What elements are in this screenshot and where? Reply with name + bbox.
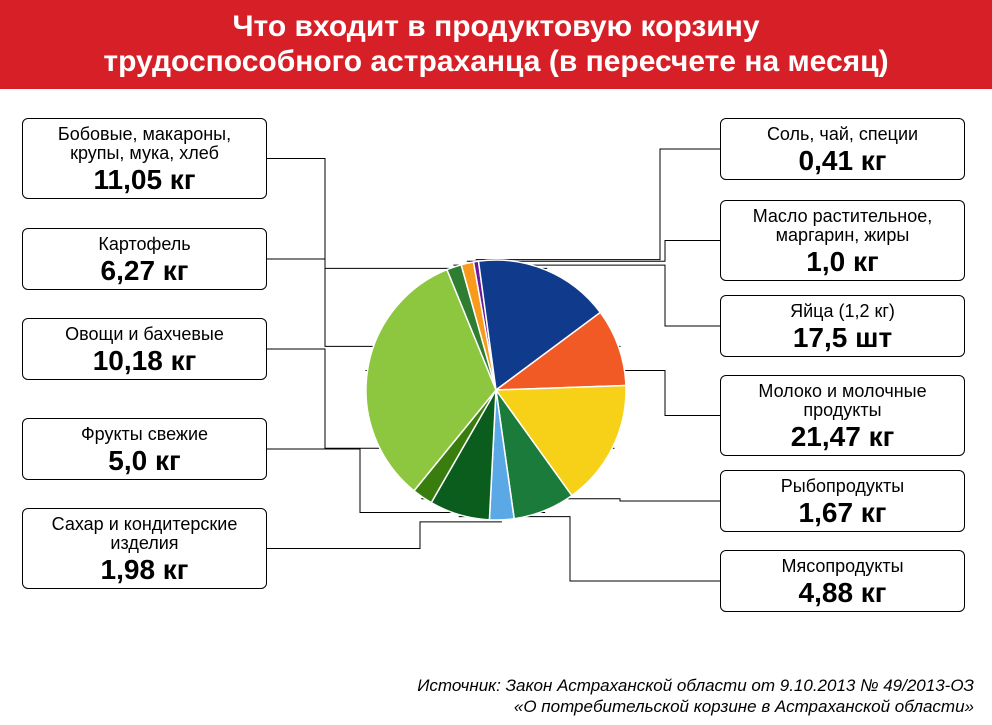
source-citation: Источник: Закон Астраханской области от …: [417, 675, 974, 718]
category-name: Рыбопродукты: [729, 477, 956, 496]
category-name: Соль, чай, специи: [729, 125, 956, 144]
category-value: 1,0 кг: [729, 247, 956, 276]
category-value: 6,27 кг: [31, 256, 258, 285]
category-value: 11,05 кг: [31, 165, 258, 194]
chart-area: Соль, чай, специи 0,41 кг Бобовые, макарон…: [0, 100, 992, 660]
source-line1: Источник: Закон Астраханской области от …: [417, 675, 974, 696]
category-label: Картофель 6,27 кг: [22, 228, 267, 290]
category-label: Масло растительное, маргарин, жиры1,0 кг: [720, 200, 965, 281]
category-label: Рыбопродукты 1,67 кг: [720, 470, 965, 532]
category-value: 0,41 кг: [729, 146, 956, 175]
category-label: Сахар и кондитерские изделия1,98 кг: [22, 508, 267, 589]
category-label: Фрукты свежие 5,0 кг: [22, 418, 267, 480]
category-value: 4,88 кг: [729, 578, 956, 607]
chart-title-line1: Что входит в продуктовую корзину: [20, 10, 972, 45]
category-name: Сахар и кондитерские изделия: [31, 515, 258, 553]
source-line2: «О потребительской корзине в Астраханско…: [417, 696, 974, 717]
category-value: 10,18 кг: [31, 346, 258, 375]
category-name: Яйца (1,2 кг): [729, 302, 956, 321]
category-value: 1,67 кг: [729, 498, 956, 527]
category-value: 5,0 кг: [31, 446, 258, 475]
category-name: Картофель: [31, 235, 258, 254]
chart-title: Что входит в продуктовую корзину трудосп…: [0, 0, 992, 89]
category-label: Бобовые, макароны, крупы, мука, хлеб11,0…: [22, 118, 267, 199]
category-label: Мясопродукты 4,88 кг: [720, 550, 965, 612]
category-value: 1,98 кг: [31, 555, 258, 584]
category-value: 17,5 шт: [729, 323, 956, 352]
category-value: 21,47 кг: [729, 422, 956, 451]
category-name: Молоко и молочные продукты: [729, 382, 956, 420]
chart-title-line2: трудоспособного астраханца (в пересчете …: [20, 45, 972, 80]
category-label: Овощи и бахчевые 10,18 кг: [22, 318, 267, 380]
category-label: Соль, чай, специи 0,41 кг: [720, 118, 965, 180]
category-label: Молоко и молочные продукты21,47 кг: [720, 375, 965, 456]
category-name: Овощи и бахчевые: [31, 325, 258, 344]
category-name: Мясопродукты: [729, 557, 956, 576]
category-name: Масло растительное, маргарин, жиры: [729, 207, 956, 245]
category-label: Яйца (1,2 кг) 17,5 шт: [720, 295, 965, 357]
category-name: Фрукты свежие: [31, 425, 258, 444]
category-name: Бобовые, макароны, крупы, мука, хлеб: [31, 125, 258, 163]
